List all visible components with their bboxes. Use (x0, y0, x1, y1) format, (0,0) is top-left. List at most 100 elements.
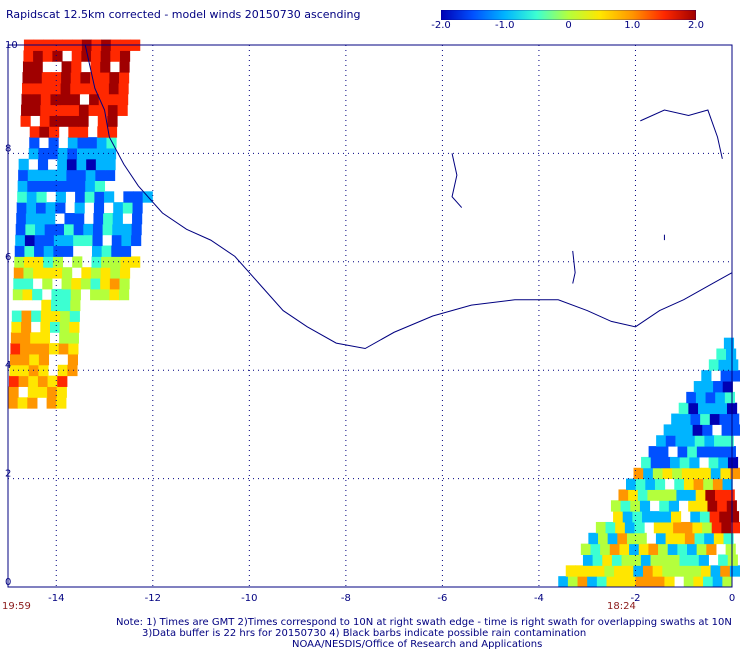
wind-cell (39, 115, 51, 127)
wind-cell (80, 278, 92, 290)
wind-cell (52, 256, 64, 268)
wind-cell (23, 50, 34, 62)
wind-cell (707, 500, 718, 512)
wind-cell (98, 93, 109, 106)
wind-cell (33, 267, 44, 279)
wind-cell (670, 511, 682, 523)
wind-cell (606, 576, 617, 588)
wind-cell (40, 104, 51, 116)
wind-cell (703, 576, 714, 588)
wind-cell (49, 126, 60, 138)
wind-cell (47, 169, 58, 181)
wind-cell (104, 191, 115, 203)
wind-cell (56, 180, 67, 192)
wind-cell (34, 245, 45, 257)
wind-cell (602, 554, 613, 566)
wind-cell (705, 391, 716, 404)
wind-cell (22, 278, 34, 290)
wind-cell (131, 223, 142, 236)
wind-cell (59, 115, 70, 127)
wind-cell (17, 397, 28, 409)
wind-cell (11, 310, 23, 322)
wind-cell (731, 424, 740, 436)
wind-cell (621, 554, 632, 566)
wind-cell (85, 180, 96, 192)
wind-cell (655, 532, 667, 545)
wind-cell (31, 93, 42, 106)
wind-cell (71, 61, 82, 73)
wind-cell (674, 478, 685, 490)
wind-cell (90, 72, 101, 84)
wind-cell (66, 169, 77, 181)
wind-cell (647, 489, 658, 501)
wind-cell (624, 521, 636, 534)
wind-cell (105, 147, 117, 160)
wind-cell (67, 137, 79, 149)
wind-cell (132, 202, 143, 214)
wind-cell (76, 169, 87, 181)
wind-cell (60, 93, 71, 106)
wind-cell (91, 245, 103, 257)
wind-cell (42, 50, 53, 62)
wind-cell (23, 267, 34, 279)
wind-cell (112, 213, 123, 225)
wind-cell (648, 446, 659, 458)
wind-cell (718, 359, 729, 371)
wind-cell (663, 521, 674, 534)
wind-cell (100, 267, 111, 279)
note-line-1: Note: 1) Times are GMT 2)Times correspon… (116, 617, 732, 628)
wind-cell (577, 576, 588, 588)
wind-cell (21, 310, 32, 322)
colorbar-tick-label: -2.0 (431, 20, 451, 31)
wind-cell (15, 234, 26, 247)
wind-cell (719, 511, 730, 523)
wind-cell (708, 456, 719, 469)
wind-cell (39, 126, 50, 138)
wind-cell (639, 500, 651, 512)
wind-cell (16, 213, 27, 225)
wind-cell (689, 456, 700, 469)
wind-cell (721, 521, 732, 534)
wind-cell (60, 82, 71, 95)
wind-cell (18, 169, 29, 181)
wind-cell (30, 332, 41, 344)
wind-cell (84, 191, 95, 203)
wind-cell (49, 343, 60, 355)
wind-cell (45, 202, 56, 214)
wind-cell (45, 213, 56, 225)
wind-cell (722, 478, 733, 490)
wind-cell (39, 343, 50, 355)
wind-cell (18, 375, 29, 387)
wind-cell (702, 424, 713, 436)
wind-cell (710, 467, 721, 480)
lat-tick-label: 6 (5, 252, 11, 263)
wind-cell (75, 191, 86, 203)
wind-cell (704, 532, 715, 545)
wind-cell (10, 332, 22, 344)
colorbar-tick-label: -1.0 (494, 20, 515, 31)
wind-cell (657, 489, 668, 501)
wind-cell (724, 391, 736, 404)
wind-cell (111, 245, 122, 257)
wind-cell (20, 332, 31, 344)
wind-cell (648, 543, 659, 555)
wind-cell (68, 332, 79, 344)
wind-cell (665, 532, 676, 545)
wind-cell (69, 310, 80, 322)
wind-cell (713, 381, 724, 393)
wind-cell (598, 532, 609, 545)
wind-cell (49, 104, 61, 116)
wind-cell (670, 456, 681, 469)
wind-cell (55, 191, 66, 203)
wind-cell (706, 446, 717, 458)
colorbar (441, 10, 696, 20)
wind-cell (54, 223, 65, 236)
wind-cell (79, 82, 91, 95)
wind-cell (40, 310, 51, 322)
wind-cell (130, 256, 141, 268)
wind-cell (650, 554, 661, 566)
wind-cell (713, 532, 725, 545)
wind-cell (661, 511, 672, 523)
wind-cell (580, 543, 591, 555)
wind-cell (728, 511, 740, 523)
